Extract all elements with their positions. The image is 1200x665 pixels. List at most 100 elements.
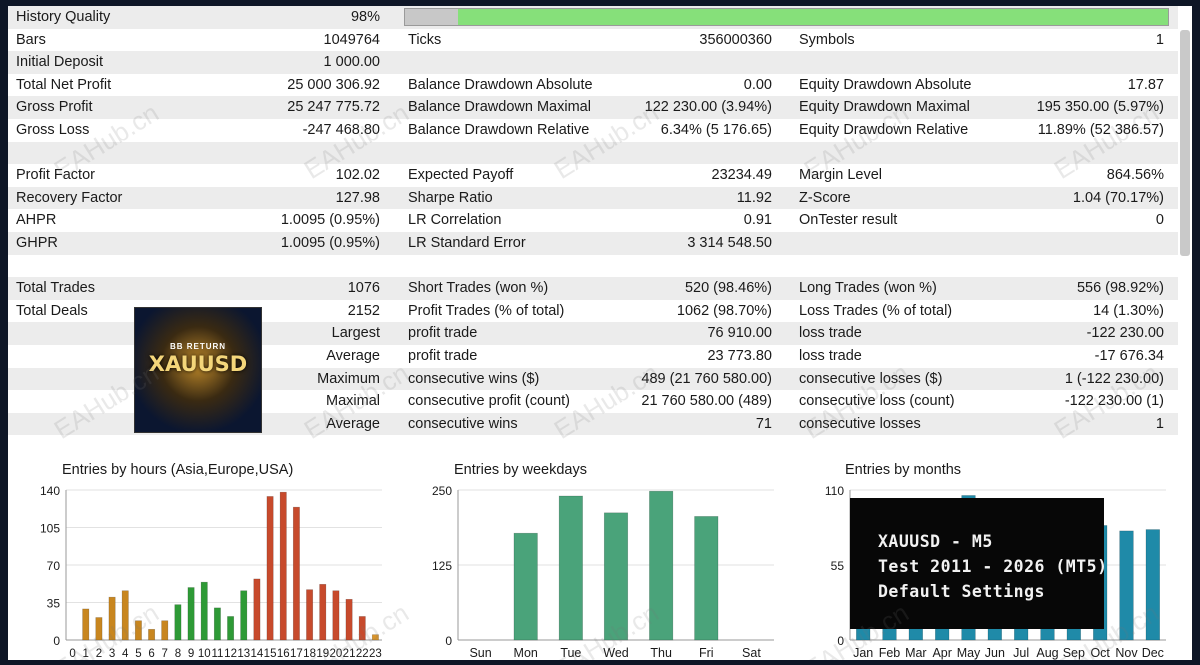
chart-bar xyxy=(345,598,353,641)
x-tick-label: Nov xyxy=(1115,646,1138,660)
chart-bar xyxy=(213,607,221,641)
chart-title-months: Entries by months xyxy=(845,462,962,478)
x-tick-label: 1 xyxy=(83,648,89,660)
table-row: Maximal consecutive profit (count) 21 760 … xyxy=(8,390,1178,413)
stat-value: 98% xyxy=(350,9,380,25)
stat-group-label: Average xyxy=(326,415,380,432)
chart-weekdays: 0 125 250 Sun Mon Tue Wed Thu Fri Sat xyxy=(432,484,774,660)
chart-title-hours: Entries by hours (Asia,Europe,USA) xyxy=(62,462,294,478)
history-quality-bar xyxy=(404,8,1169,26)
stat-value: 0.00 xyxy=(743,76,772,93)
table-row xyxy=(8,435,1178,458)
stat-value: 6.34% (5 176.65) xyxy=(660,121,772,138)
y-tick-label: 0 xyxy=(53,634,60,648)
x-tick-label: 0 xyxy=(69,648,75,660)
stat-label: GHPR xyxy=(16,234,58,251)
stat-label: Bars xyxy=(16,31,46,48)
chart-bar xyxy=(306,589,314,641)
stat-value: 1 000.00 xyxy=(323,54,380,71)
stat-label: Balance Drawdown Maximal xyxy=(408,99,591,116)
y-tick-label: 0 xyxy=(445,634,452,648)
x-tick-label: Sat xyxy=(742,646,761,660)
x-tick-label: Aug xyxy=(1036,646,1058,660)
chart-title-weekdays: Entries by weekdays xyxy=(454,462,587,478)
x-tick-label: 3 xyxy=(109,648,115,660)
stat-label: Gross Loss xyxy=(16,121,90,138)
chart-bar xyxy=(148,628,156,641)
x-tick-label: Fri xyxy=(699,646,714,660)
overlay-line-period: Test 2011 - 2026 (MT5) xyxy=(878,557,1108,576)
x-tick-label: Jul xyxy=(1013,646,1029,660)
y-tick-label: 55 xyxy=(831,559,845,573)
x-tick-label: Tue xyxy=(560,646,581,660)
stat-group-label: Largest xyxy=(331,325,380,342)
table-row: Largest profit trade 76 910.00 loss trade -1… xyxy=(8,322,1178,345)
table-row: Profit Factor 102.02 Expected Payoff 23234.… xyxy=(8,164,1178,187)
chart-bar xyxy=(603,512,629,641)
stat-label: Long Trades (won %) xyxy=(799,280,937,297)
stat-value: 0.91 xyxy=(743,212,772,229)
x-tick-label: May xyxy=(957,646,981,660)
overlay-line-settings: Default Settings xyxy=(878,582,1045,601)
y-tick-label: 125 xyxy=(432,559,452,573)
chart-bar xyxy=(108,596,116,641)
stat-value: 11.92 xyxy=(736,189,772,206)
x-tick-label: 11 xyxy=(211,648,223,660)
x-tick-label: 7 xyxy=(162,648,168,660)
x-tick-label: 21 xyxy=(343,648,356,660)
x-tick-label: 9 xyxy=(188,648,194,660)
chart-bar xyxy=(694,516,719,641)
table-row xyxy=(8,141,1178,165)
vertical-scrollbar[interactable] xyxy=(1180,30,1190,256)
chart-bar xyxy=(332,590,340,641)
stat-label: LR Correlation xyxy=(408,212,502,229)
x-tick-label: 5 xyxy=(135,648,141,660)
table-row: Average profit trade 23 773.80 loss trade -1… xyxy=(8,345,1178,368)
x-tick-label: Jan xyxy=(853,646,873,660)
chart-bar xyxy=(558,495,583,641)
x-tick-label: 4 xyxy=(122,648,129,660)
x-tick-label: 19 xyxy=(316,648,329,660)
x-tick-label: Dec xyxy=(1142,646,1164,660)
stat-value: -247 468.80 xyxy=(302,121,380,138)
stat-label: Total Trades xyxy=(16,280,95,297)
y-tick-label: 105 xyxy=(40,522,60,536)
stat-value: 14 (1.30%) xyxy=(1093,302,1164,319)
stat-value: 520 (98.46%) xyxy=(684,280,772,297)
stat-value: 1.04 (70.17%) xyxy=(1072,189,1164,206)
chart-bar xyxy=(319,583,327,641)
table-row: Gross Profit 25 247 775.72 Balance Drawdow… xyxy=(8,96,1178,119)
stat-label: Sharpe Ratio xyxy=(408,189,493,206)
stat-label: consecutive wins xyxy=(408,415,518,432)
stat-label: Total Deals xyxy=(16,302,88,319)
x-tick-label: Thu xyxy=(650,646,672,660)
stat-label: Balance Drawdown Absolute xyxy=(408,76,593,93)
stat-value: 1076 xyxy=(347,280,380,297)
table-row: Total Deals 2152 Profit Trades (% of total… xyxy=(8,300,1178,323)
y-tick-label: 140 xyxy=(40,484,60,498)
stat-value: 23234.49 xyxy=(711,167,772,184)
chart-bar xyxy=(649,490,674,641)
x-tick-label: 10 xyxy=(198,648,211,660)
stat-value: 25 000 306.92 xyxy=(287,76,380,93)
x-tick-label: 13 xyxy=(237,648,250,660)
stat-label: Symbols xyxy=(799,31,855,48)
chart-bar xyxy=(240,590,248,641)
table-row: Bars 1049764 Ticks 356000360 Symbols 1 xyxy=(8,29,1178,52)
stat-group-label: Maximal xyxy=(326,393,380,410)
stat-value: 1 (-122 230.00) xyxy=(1064,370,1164,387)
x-tick-label: Sun xyxy=(469,646,491,660)
chart-bar xyxy=(95,617,103,641)
test-info-overlay: XAUUSD - M5 Test 2011 - 2026 (MT5) Defau… xyxy=(850,498,1107,629)
stat-label: Total Net Profit xyxy=(16,76,112,93)
x-tick-label: 17 xyxy=(290,648,303,660)
stat-value: 556 (98.92%) xyxy=(1076,280,1164,297)
x-tick-label: 23 xyxy=(369,648,382,660)
report-frame: History Quality 98% Bars 1049764 Ticks 356000… xyxy=(8,6,1192,660)
stat-value: 864.56% xyxy=(1106,167,1164,184)
x-tick-label: 20 xyxy=(330,648,343,660)
chart-bar xyxy=(134,620,142,641)
stat-label: Expected Payoff xyxy=(408,167,514,184)
stat-label: consecutive losses xyxy=(799,415,921,432)
